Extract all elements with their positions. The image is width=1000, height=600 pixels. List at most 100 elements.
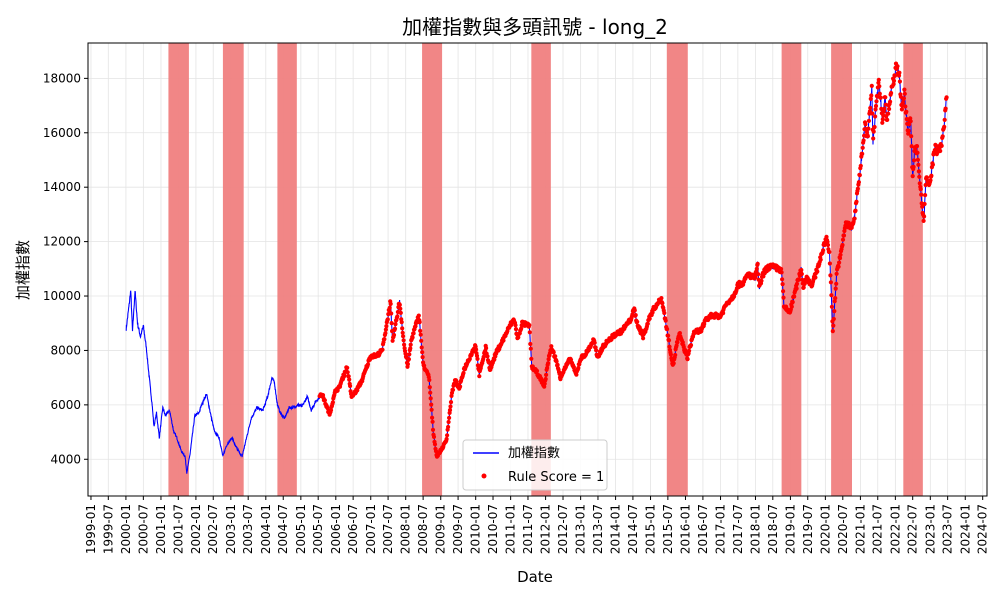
x-tick-label: 2000-07 [136,504,150,554]
signal-point [428,390,433,395]
signal-point [825,239,830,244]
shaded-region [531,43,551,496]
x-tick-label: 2022-01 [888,504,902,554]
x-tick-label: 2011-01 [504,504,518,554]
signal-point [891,78,897,83]
signal-point [389,311,394,316]
signal-point [873,114,878,119]
signal-point [866,118,872,123]
x-tick-label: 2000-01 [119,504,133,554]
signal-point [348,383,353,389]
signal-point [592,340,597,345]
shaded-region [422,43,443,496]
x-tick-label: 2021-07 [871,504,885,554]
x-tick-label: 2003-01 [224,504,238,554]
x-tick-label: 2018-01 [748,504,762,554]
signal-point [486,360,492,365]
signal-point [492,357,497,362]
x-tick-label: 2019-01 [783,504,797,554]
signal-point [546,361,551,366]
signal-point [860,151,865,156]
signal-point [418,332,423,337]
signal-point [444,436,449,442]
x-tick-label: 2014-07 [626,504,640,554]
signal-point [647,316,652,321]
signal-point [834,271,839,276]
signal-point [674,343,679,348]
signal-point [832,309,837,314]
signal-point [885,117,890,122]
signal-point [458,384,463,389]
signal-point [401,338,406,343]
signal-point [916,169,922,174]
signal-point [448,400,454,405]
signal-point [391,332,397,338]
signal-point [513,323,518,328]
shaded-region [666,43,688,496]
signal-point [897,70,902,75]
signal-point [420,355,425,360]
x-tick-label: 2017-01 [714,504,728,554]
x-tick-label: 2006-07 [346,504,360,554]
signal-point [833,296,838,301]
signal-point [365,362,371,367]
signal-point [393,322,398,327]
axes: 4000 6000 8000 10000 12000 14000 16000 18000 199… [43,71,990,554]
signal-point [920,204,925,209]
signal-point [865,134,871,139]
signal-point [389,321,394,326]
signal-point [801,285,806,290]
y-tick-label: 8000 [50,343,81,357]
legend-label-signal: Rule Score = 1 [508,470,604,485]
signal-point [899,107,905,112]
signal-point [516,335,521,340]
x-tick-label: 2004-01 [259,504,273,554]
signal-point [383,331,388,336]
x-tick-label: 2012-07 [556,504,570,554]
signal-point [891,82,896,87]
signal-point [789,304,794,309]
signal-point [904,109,909,114]
signal-point [467,356,472,362]
signal-point [345,370,350,375]
signal-point [832,299,837,304]
x-tick-label: 2010-01 [469,504,483,554]
signal-point [902,87,907,92]
signal-point [445,433,450,438]
x-tick-label: 1999-07 [101,504,115,554]
signal-point [668,352,674,357]
signal-point [346,374,351,379]
x-tick-label: 2010-07 [486,504,500,554]
x-tick-label: 2014-01 [609,504,623,554]
signal-point [897,79,903,84]
signal-point [418,328,423,333]
shaded-region [831,43,852,496]
signal-point [923,182,928,188]
x-tick-label: 2009-07 [451,504,465,554]
signal-point [929,173,934,178]
signal-point [677,331,683,336]
signal-point [554,359,559,364]
signal-point [830,329,835,334]
signal-point [534,368,540,373]
signal-point [840,242,845,248]
signal-point [831,316,836,322]
signal-point [553,354,558,359]
signal-point [446,424,451,430]
signal-point [829,293,834,298]
signal-point [854,199,859,204]
x-tick-label: 2018-07 [766,504,780,554]
signal-point [400,326,405,331]
signal-point [342,373,347,378]
signal-point [879,106,884,111]
signal-point [667,344,672,349]
signal-point [461,370,466,376]
signal-point [427,385,432,390]
signal-point [419,345,424,350]
signal-point [917,174,922,179]
signal-point [818,257,823,262]
signal-point [919,192,924,197]
signal-point [447,415,452,420]
signal-point [827,249,832,255]
signal-point [942,117,947,122]
